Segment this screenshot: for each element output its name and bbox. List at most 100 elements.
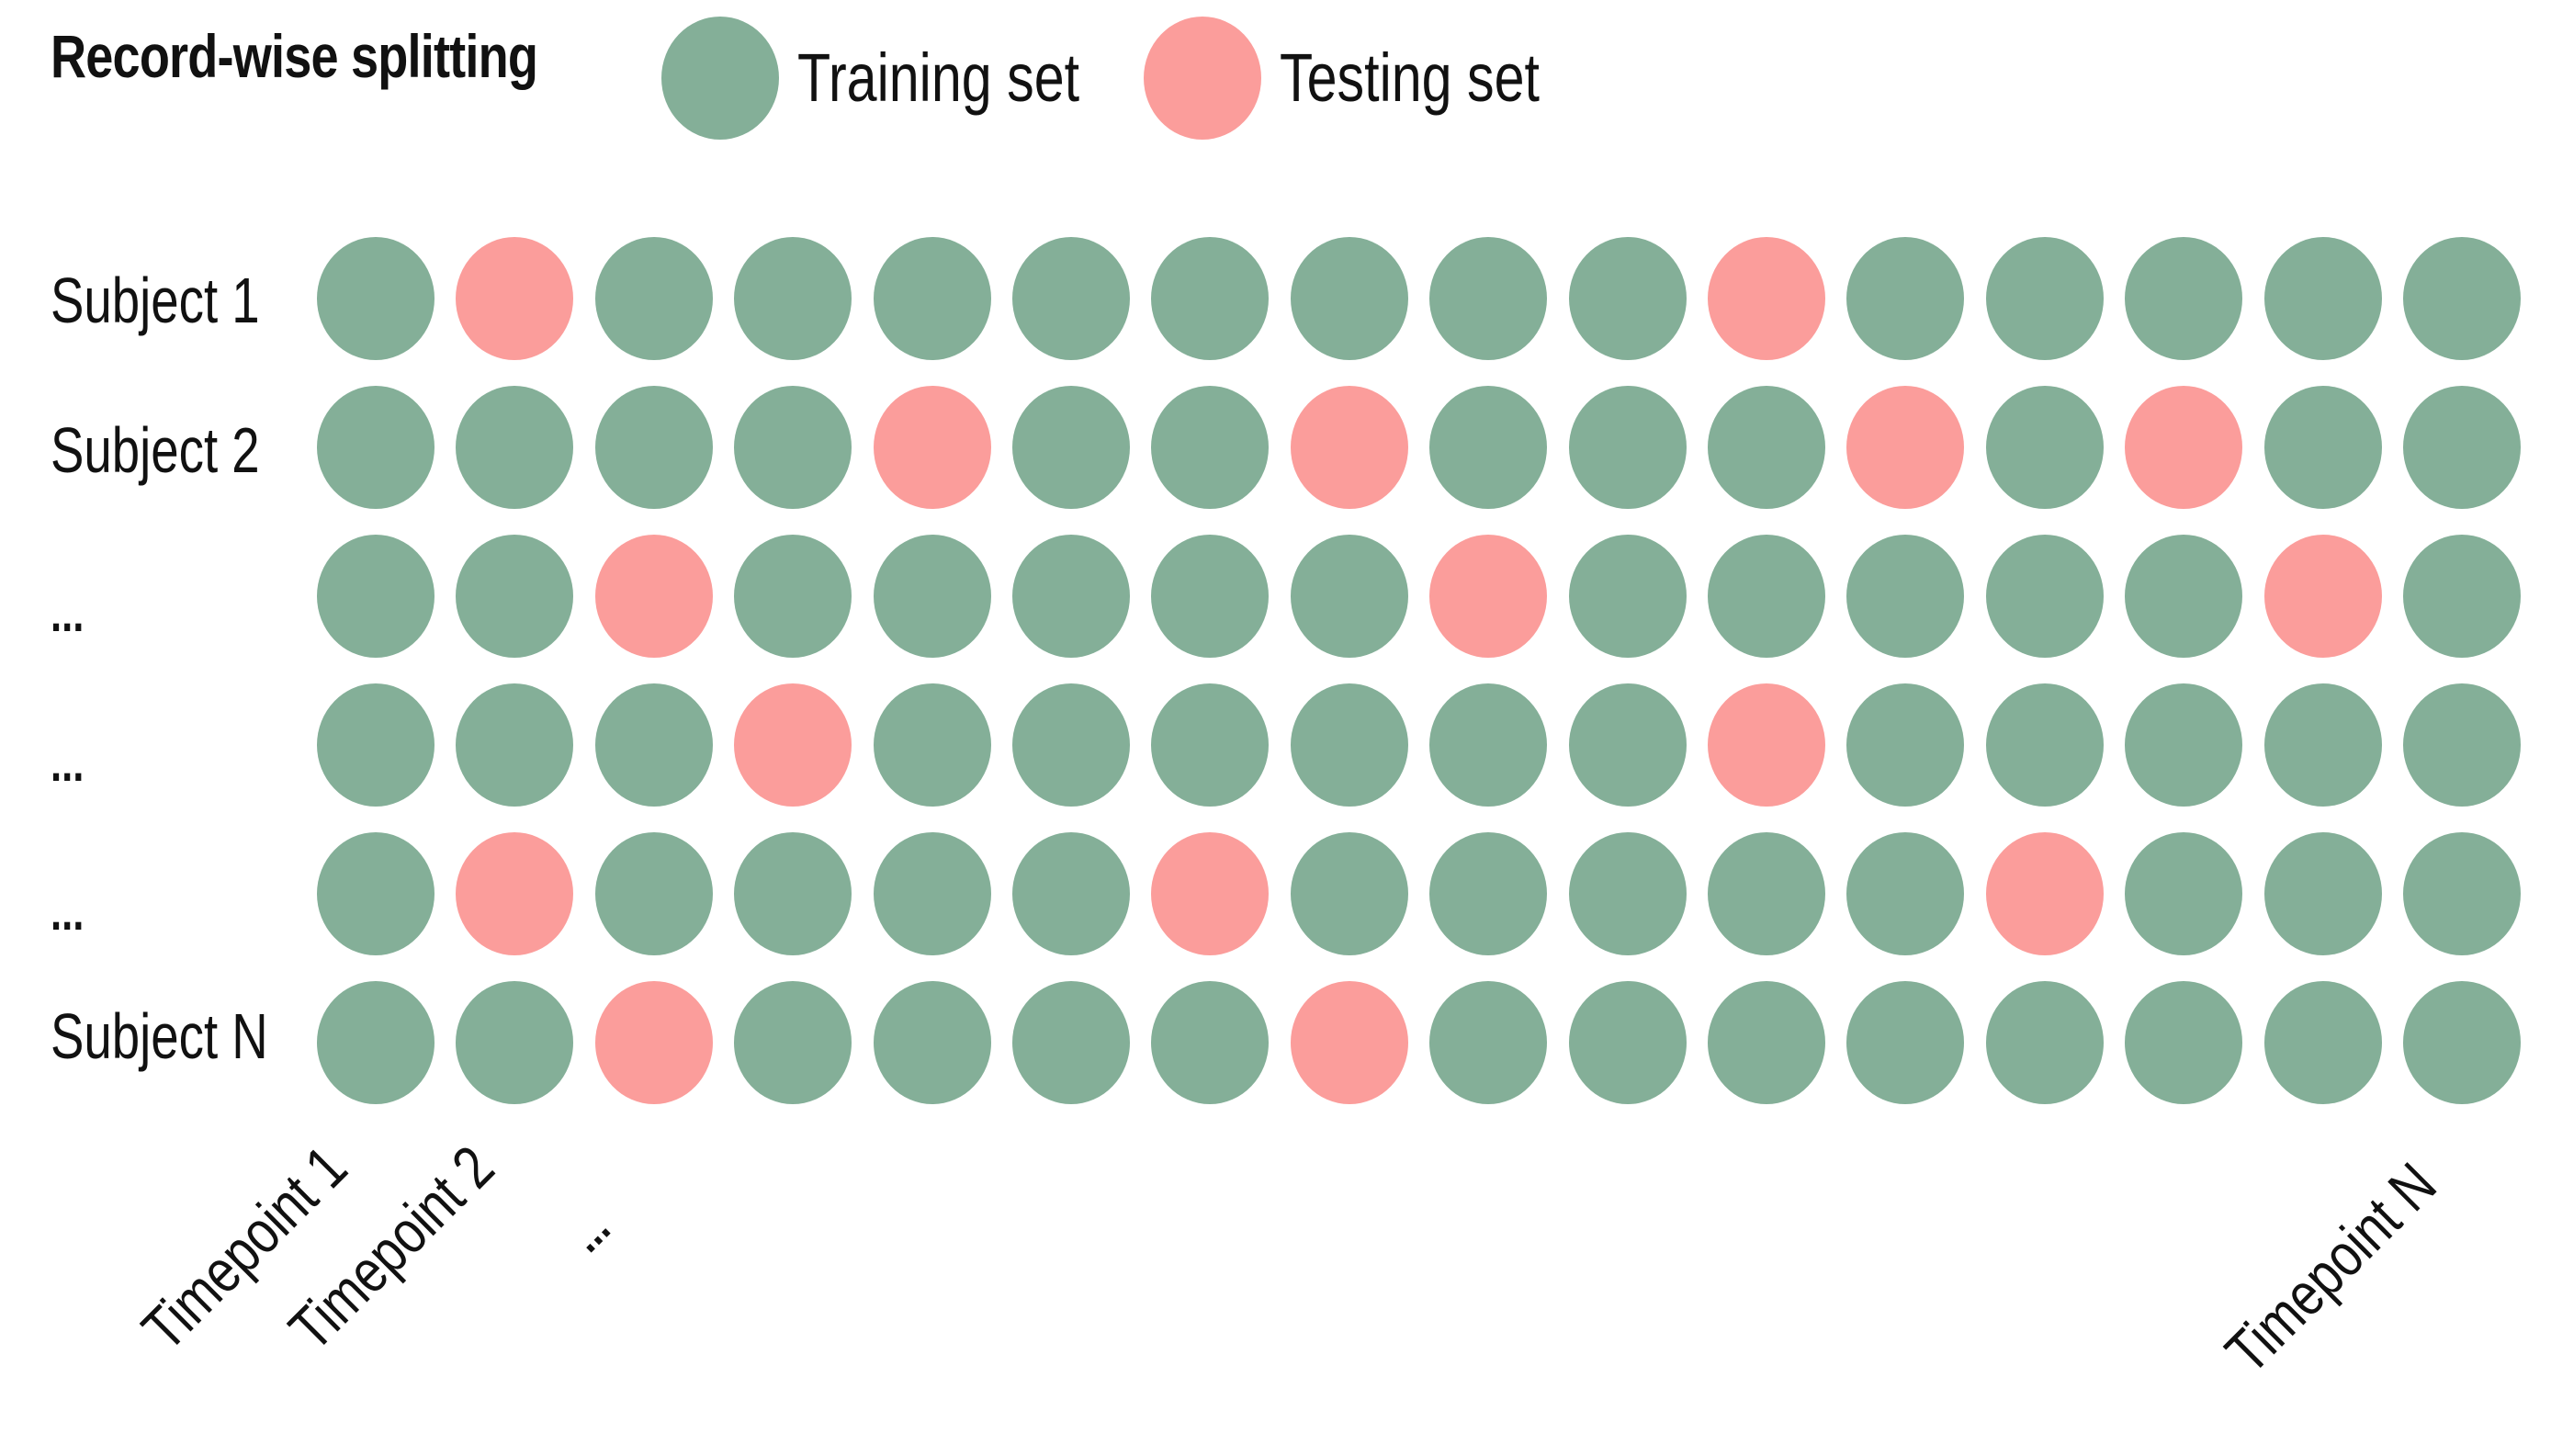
training-record-dot xyxy=(1429,981,1548,1104)
training-record-dot xyxy=(873,832,991,955)
training-record-dot xyxy=(2125,832,2243,955)
testing-record-dot xyxy=(456,832,574,955)
training-record-dot xyxy=(1708,386,1825,509)
testing-record-dot xyxy=(2263,535,2382,658)
testing-record-dot xyxy=(2125,386,2243,509)
row-label-ellipsis-3: ... xyxy=(51,883,85,941)
training-record-dot xyxy=(734,832,852,955)
training-record-dot xyxy=(1846,832,1965,955)
training-record-dot xyxy=(2263,237,2382,360)
training-record-dot xyxy=(873,535,991,658)
training-record-dot xyxy=(1012,535,1130,658)
training-record-dot xyxy=(1290,683,1408,807)
testing-record-dot xyxy=(594,535,713,658)
training-record-dot xyxy=(1568,683,1687,807)
training-record-dot xyxy=(1846,237,1965,360)
training-record-dot xyxy=(317,237,435,360)
legend-training-label: Training set xyxy=(797,40,1080,116)
training-record-dot xyxy=(1568,237,1687,360)
training-record-dot xyxy=(2263,832,2382,955)
training-record-dot xyxy=(873,683,991,807)
training-record-dot xyxy=(1985,535,2104,658)
training-record-dot xyxy=(1708,981,1825,1104)
training-record-dot xyxy=(317,386,435,509)
training-record-dot xyxy=(1151,981,1270,1104)
row-label-ellipsis-1: ... xyxy=(51,584,85,642)
training-record-dot xyxy=(317,683,435,807)
row-label-subject-2: Subject 2 xyxy=(51,414,260,486)
training-record-dot xyxy=(1012,386,1130,509)
training-record-dot xyxy=(2125,683,2243,807)
training-record-dot xyxy=(1568,535,1687,658)
training-record-dot xyxy=(1846,981,1965,1104)
training-record-dot xyxy=(456,683,574,807)
training-record-dot xyxy=(1012,683,1130,807)
training-record-dot xyxy=(2403,683,2521,807)
testing-record-dot xyxy=(1846,386,1965,509)
testing-record-dot xyxy=(1708,237,1825,360)
training-record-dot xyxy=(1429,386,1548,509)
training-record-dot xyxy=(734,237,852,360)
training-record-dot xyxy=(1708,535,1825,658)
training-record-dot xyxy=(1568,981,1687,1104)
training-record-dot xyxy=(1568,386,1687,509)
training-record-dot xyxy=(1985,386,2104,509)
training-record-dot xyxy=(594,832,713,955)
training-record-dot xyxy=(2403,386,2521,509)
training-record-dot xyxy=(1985,981,2104,1104)
training-record-dot xyxy=(1846,683,1965,807)
training-record-dot xyxy=(1012,832,1130,955)
legend-training-marker xyxy=(661,17,779,140)
testing-record-dot xyxy=(456,237,574,360)
training-record-dot xyxy=(1429,237,1548,360)
training-record-dot xyxy=(317,832,435,955)
training-record-dot xyxy=(1985,237,2104,360)
column-label-ellipsis: ... xyxy=(559,1201,621,1263)
training-record-dot xyxy=(594,386,713,509)
training-record-dot xyxy=(734,386,852,509)
row-label-subject-n: Subject N xyxy=(51,1000,268,1072)
diagram-title: Record-wise splitting xyxy=(51,22,538,90)
training-record-dot xyxy=(317,535,435,658)
training-record-dot xyxy=(2125,237,2243,360)
training-record-dot xyxy=(456,386,574,509)
row-label-subject-1: Subject 1 xyxy=(51,265,260,336)
training-record-dot xyxy=(1290,535,1408,658)
testing-record-dot xyxy=(1151,832,1270,955)
testing-record-dot xyxy=(1290,386,1408,509)
training-record-dot xyxy=(317,981,435,1104)
training-record-dot xyxy=(1290,237,1408,360)
testing-record-dot xyxy=(1708,683,1825,807)
training-record-dot xyxy=(1151,535,1270,658)
training-record-dot xyxy=(2403,832,2521,955)
training-record-dot xyxy=(734,981,852,1104)
legend-testing-label: Testing set xyxy=(1280,40,1540,116)
testing-record-dot xyxy=(734,683,852,807)
training-record-dot xyxy=(2125,535,2243,658)
training-record-dot xyxy=(873,981,991,1104)
training-record-dot xyxy=(1846,535,1965,658)
training-record-dot xyxy=(1012,237,1130,360)
testing-record-dot xyxy=(1985,832,2104,955)
training-record-dot xyxy=(1290,832,1408,955)
training-record-dot xyxy=(1568,832,1687,955)
training-record-dot xyxy=(2263,683,2382,807)
legend-testing-marker xyxy=(1144,17,1261,140)
training-record-dot xyxy=(456,535,574,658)
training-record-dot xyxy=(1429,683,1548,807)
training-record-dot xyxy=(2403,535,2521,658)
training-record-dot xyxy=(2403,237,2521,360)
training-record-dot xyxy=(594,237,713,360)
testing-record-dot xyxy=(1290,981,1408,1104)
testing-record-dot xyxy=(1429,535,1548,658)
training-record-dot xyxy=(2263,386,2382,509)
testing-record-dot xyxy=(594,981,713,1104)
training-record-dot xyxy=(2263,981,2382,1104)
testing-record-dot xyxy=(873,386,991,509)
training-record-dot xyxy=(1708,832,1825,955)
training-record-dot xyxy=(1012,981,1130,1104)
training-record-dot xyxy=(1151,237,1270,360)
training-record-dot xyxy=(734,535,852,658)
row-label-ellipsis-2: ... xyxy=(51,734,85,792)
training-record-dot xyxy=(2403,981,2521,1104)
